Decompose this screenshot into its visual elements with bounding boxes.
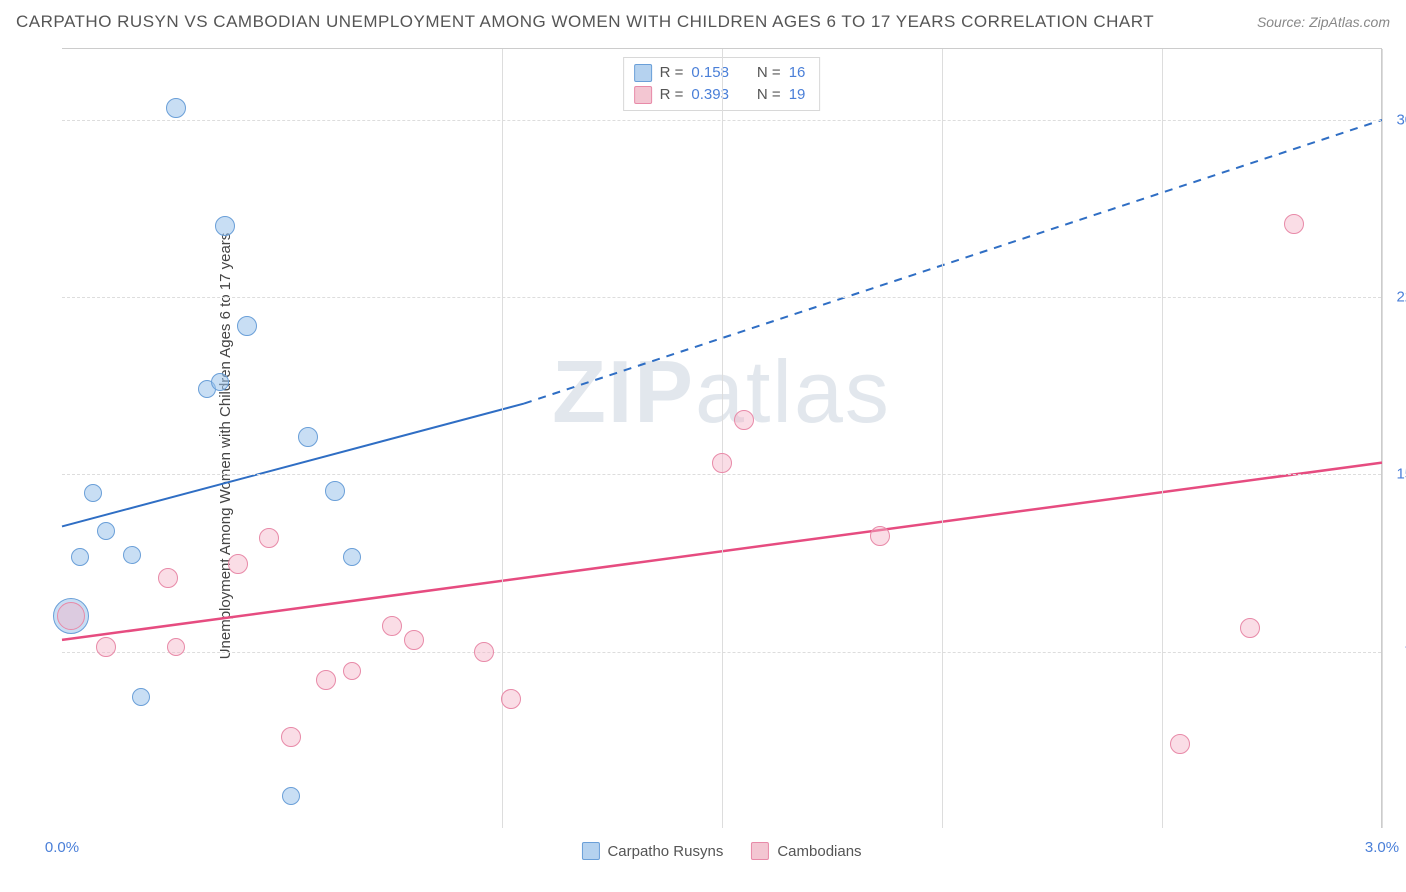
scatter-point (215, 216, 235, 236)
scatter-point (1170, 734, 1190, 754)
scatter-point (501, 689, 521, 709)
scatter-point (474, 642, 494, 662)
x-tick-label: 0.0% (45, 839, 79, 856)
scatter-point (316, 670, 336, 690)
scatter-point (57, 602, 85, 630)
scatter-point (166, 98, 186, 118)
plot-area: ZIPatlas R = 0.158 N = 16 R = 0.393 N = … (62, 48, 1382, 828)
scatter-point (282, 787, 300, 805)
scatter-point (132, 688, 150, 706)
scatter-point (343, 662, 361, 680)
scatter-point (237, 316, 257, 336)
scatter-point (96, 637, 116, 657)
scatter-point (158, 568, 178, 588)
scatter-point (298, 427, 318, 447)
gridline-v (942, 49, 943, 828)
scatter-point (382, 616, 402, 636)
y-tick-label: 22.5% (1396, 289, 1406, 306)
y-tick-label: 15.0% (1396, 466, 1406, 483)
gridline-v (502, 49, 503, 828)
scatter-point (211, 373, 229, 391)
scatter-point (167, 638, 185, 656)
swatch-icon (581, 842, 599, 860)
y-tick-label: 30.0% (1396, 111, 1406, 128)
scatter-point (325, 481, 345, 501)
scatter-point (84, 484, 102, 502)
x-tick-label: 3.0% (1365, 839, 1399, 856)
scatter-point (1284, 214, 1304, 234)
scatter-point (123, 546, 141, 564)
scatter-point (404, 630, 424, 650)
chart-header: CARPATHO RUSYN VS CAMBODIAN UNEMPLOYMENT… (16, 12, 1390, 32)
gridline-v (722, 49, 723, 828)
series-name: Cambodians (777, 843, 861, 860)
scatter-point (228, 554, 248, 574)
scatter-point (712, 453, 732, 473)
scatter-point (97, 522, 115, 540)
scatter-point (259, 528, 279, 548)
chart-title: CARPATHO RUSYN VS CAMBODIAN UNEMPLOYMENT… (16, 12, 1154, 32)
chart-source: Source: ZipAtlas.com (1257, 14, 1390, 30)
series-legend: Carpatho Rusyns Cambodians (581, 842, 861, 860)
scatter-point (343, 548, 361, 566)
scatter-point (1240, 618, 1260, 638)
scatter-point (870, 526, 890, 546)
series-name: Carpatho Rusyns (607, 843, 723, 860)
gridline-v (1382, 49, 1383, 828)
swatch-icon (751, 842, 769, 860)
legend-item: Carpatho Rusyns (581, 842, 723, 860)
scatter-point (281, 727, 301, 747)
legend-item: Cambodians (751, 842, 861, 860)
gridline-v (1162, 49, 1163, 828)
scatter-point (734, 410, 754, 430)
scatter-point (71, 548, 89, 566)
